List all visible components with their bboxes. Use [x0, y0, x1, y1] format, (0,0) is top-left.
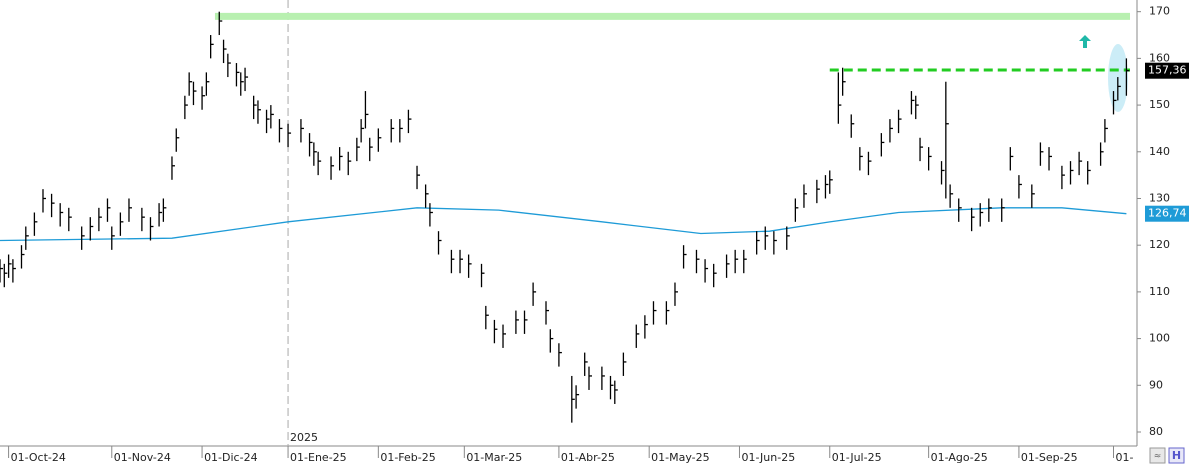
x-tick-label: 01-May-25 — [651, 451, 709, 464]
y-tick-label: 140 — [1149, 145, 1170, 158]
y-tick-label: 170 — [1149, 5, 1170, 18]
toolbar-icon[interactable] — [1168, 447, 1185, 464]
ma-label: 126,74 — [1148, 207, 1187, 220]
y-tick-label: 110 — [1149, 285, 1170, 298]
x-tick-label: 01-Mar-25 — [466, 451, 522, 464]
y-tick-label: 120 — [1149, 238, 1170, 251]
x-tick-label: 01-Ago-25 — [931, 451, 988, 464]
up-arrow — [1079, 35, 1091, 48]
x-tick-label: 01-Nov-24 — [114, 451, 171, 464]
y-tick-label: 150 — [1149, 98, 1170, 111]
x-tick-label: 01-Feb-25 — [380, 451, 435, 464]
y-tick-label: 80 — [1149, 425, 1163, 438]
y-tick-label: 160 — [1149, 51, 1170, 64]
x-tick-label: 01- — [1116, 451, 1134, 464]
toolbar-icon[interactable] — [1149, 447, 1166, 464]
x-tick-label: 01-Abr-25 — [561, 451, 615, 464]
y-tick-label: 90 — [1149, 378, 1163, 391]
y-tick-label: 100 — [1149, 332, 1170, 345]
x-tick-label: 01-Ene-25 — [290, 451, 347, 464]
x-tick-label: 01-Dic-24 — [204, 451, 258, 464]
y-tick-label: 130 — [1149, 191, 1170, 204]
x-tick-label: 01-Oct-24 — [11, 451, 66, 464]
x-tick-label: 01-Sep-25 — [1021, 451, 1078, 464]
toolbar-icon-label: ≈ — [1154, 452, 1162, 462]
ma-label-box — [1145, 205, 1189, 222]
year-label: 2025 — [290, 431, 318, 444]
price-label-box — [1145, 62, 1189, 79]
toolbar-icon-label: H — [1172, 449, 1181, 462]
x-tick-label: 01-Jun-25 — [741, 451, 795, 464]
x-tick-label: 01-Jul-25 — [832, 451, 882, 464]
price-label: 157,36 — [1148, 64, 1187, 77]
